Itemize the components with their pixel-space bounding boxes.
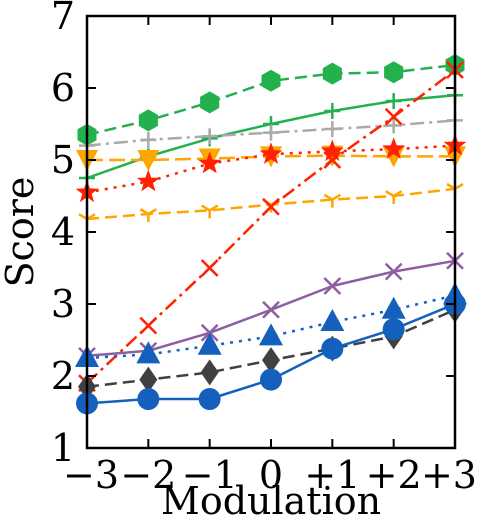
data-point xyxy=(140,131,157,148)
y-tick-label: 1 xyxy=(51,426,75,470)
x-tick-label: −3 xyxy=(63,453,119,497)
data-point xyxy=(261,69,281,92)
y-tick-label: 5 xyxy=(51,138,75,182)
data-point xyxy=(385,92,402,109)
data-point xyxy=(322,62,342,85)
data-point xyxy=(324,103,341,120)
data-point xyxy=(138,109,158,132)
data-point xyxy=(201,128,218,145)
data-point xyxy=(137,150,160,171)
x-axis-title: Modulation xyxy=(161,479,381,523)
y-tick-label: 3 xyxy=(51,282,75,326)
data-point xyxy=(385,190,403,204)
x-tick-label: +1 xyxy=(304,453,360,497)
data-point xyxy=(324,121,341,138)
y-tick-label: 4 xyxy=(51,210,75,254)
data-point xyxy=(200,259,219,277)
data-point xyxy=(201,204,219,219)
data-point xyxy=(384,107,403,126)
data-point xyxy=(262,197,280,216)
series-6 xyxy=(78,182,464,228)
data-point xyxy=(323,277,342,295)
ticks-layer: 1 2 3 4 5 6 7 −3 −2 −1 0 +1 +2 +3 xyxy=(51,0,477,497)
data-point xyxy=(382,137,406,159)
x-tick-label: 0 xyxy=(259,453,283,497)
x-tick-label: +3 xyxy=(421,453,477,497)
data-point xyxy=(200,91,220,114)
data-point xyxy=(136,341,161,364)
data-point xyxy=(139,366,158,393)
data-point xyxy=(259,323,283,346)
data-point xyxy=(321,337,344,360)
x-tick-label: −2 xyxy=(120,453,176,497)
data-point xyxy=(260,368,282,391)
data-point xyxy=(198,388,221,411)
data-point xyxy=(259,142,283,164)
data-point xyxy=(262,300,280,319)
series-11 xyxy=(76,293,466,415)
data-point xyxy=(382,146,405,168)
data-point xyxy=(384,262,403,281)
data-point xyxy=(137,388,160,411)
y-tick-label: 7 xyxy=(51,0,75,38)
y-tick-label: 2 xyxy=(51,354,75,398)
y-axis-title: Score xyxy=(0,177,42,288)
data-point xyxy=(197,332,222,355)
y-tick-label: 6 xyxy=(51,66,75,110)
data-point xyxy=(384,61,404,84)
data-point xyxy=(139,316,158,335)
data-point xyxy=(385,117,402,134)
data-point xyxy=(320,139,344,162)
series-layer xyxy=(75,54,467,415)
data-point xyxy=(262,347,280,374)
series-7 xyxy=(78,61,464,393)
data-point xyxy=(198,151,222,174)
data-point xyxy=(136,169,160,192)
data-point xyxy=(381,296,406,319)
data-point xyxy=(323,193,341,208)
data-point xyxy=(323,151,342,169)
x-tick-label: +2 xyxy=(366,453,422,497)
data-point xyxy=(263,124,279,141)
x-tick-label: −1 xyxy=(182,453,238,497)
series-5 xyxy=(75,133,467,203)
data-point xyxy=(200,359,219,386)
data-point xyxy=(320,309,345,331)
data-point xyxy=(382,318,405,341)
data-point xyxy=(139,208,157,222)
